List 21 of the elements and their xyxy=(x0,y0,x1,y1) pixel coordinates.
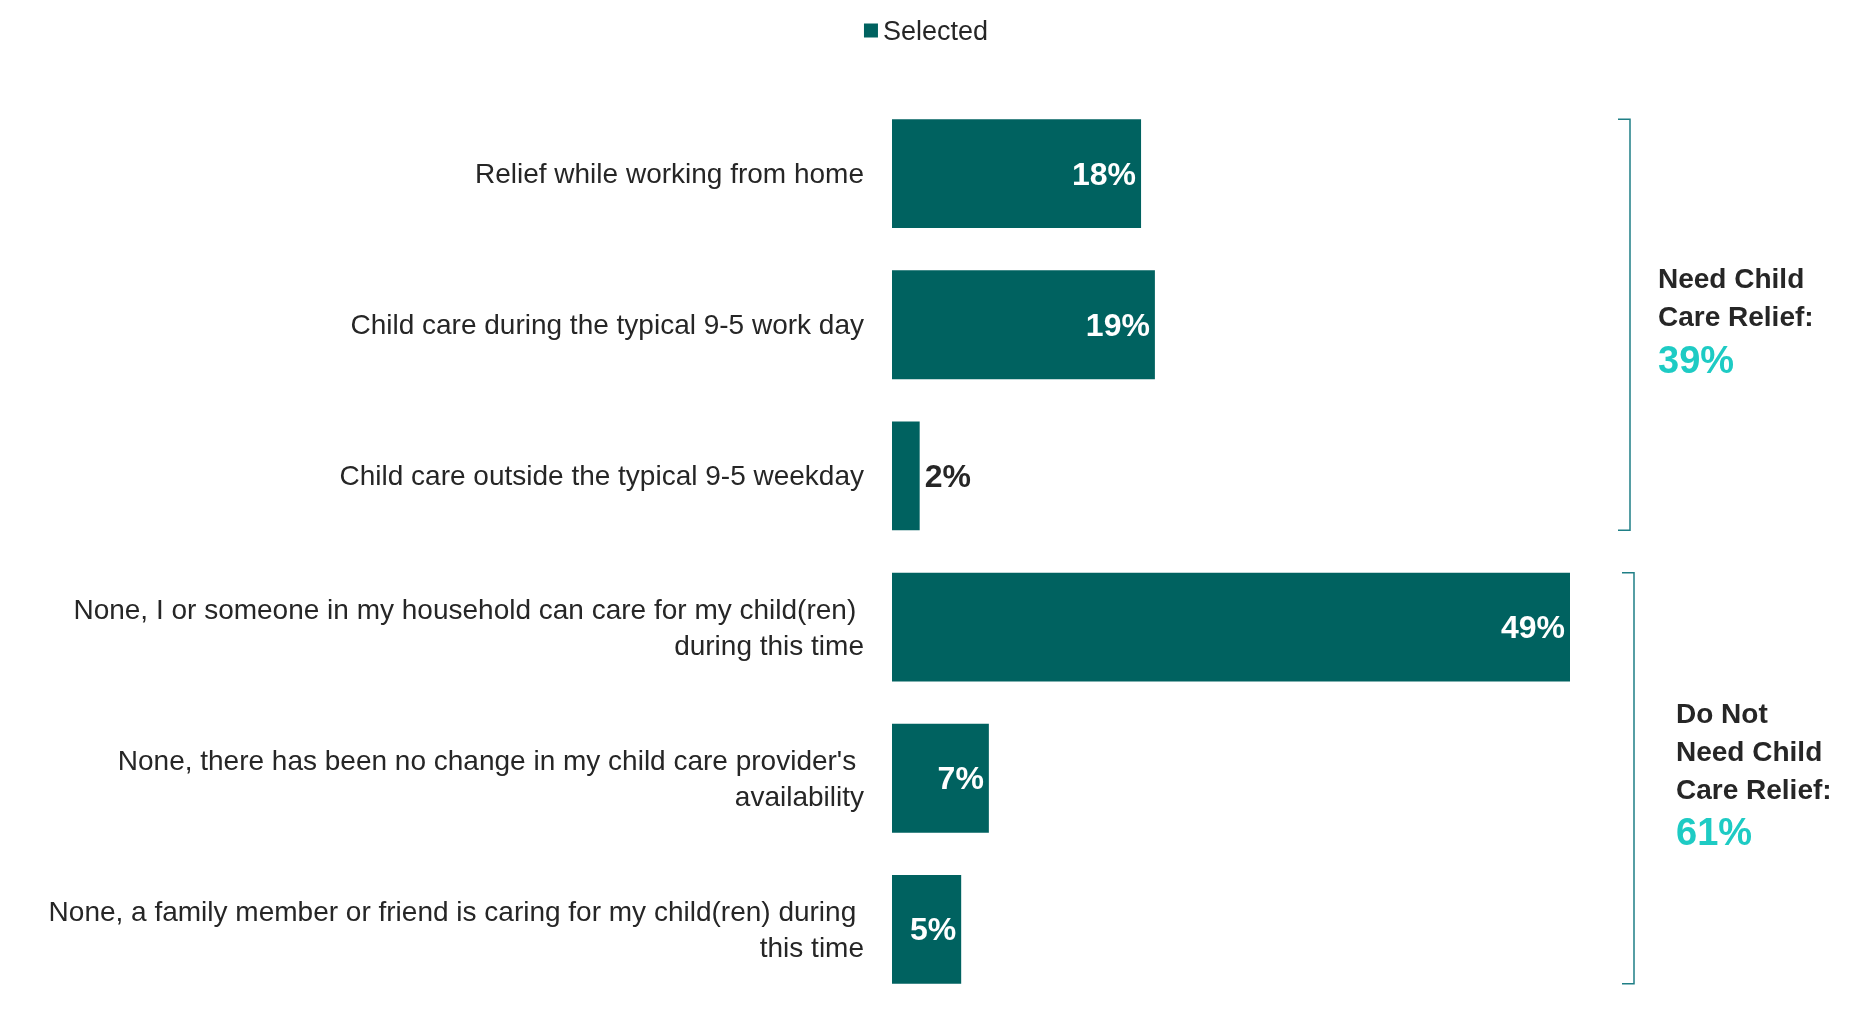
bar xyxy=(892,270,1155,380)
legend-label: Selected xyxy=(882,15,989,46)
y-tick-label: Relief while working from home xyxy=(474,158,864,190)
data-label: 18% xyxy=(1072,155,1137,192)
y-tick-label: Child care during the typical 9-5 work day xyxy=(350,309,864,341)
y-tick-label: Child care outside the typical 9-5 weekday xyxy=(339,460,864,492)
y-tick-label: None, there has been no change in my child care provider's availability xyxy=(117,744,864,812)
data-label: 5% xyxy=(909,911,957,948)
text: Need Child Care Relief: 39% xyxy=(1658,263,1814,381)
bar xyxy=(892,119,1142,228)
y-tick-label: None, a family member or friend is caring for my child(ren) during this time xyxy=(48,895,864,963)
data-label: 7% xyxy=(937,760,984,797)
bar xyxy=(892,723,989,833)
text: Do Not Need Child Care Relief: 61% xyxy=(1676,697,1832,854)
data-label: 49% xyxy=(1500,609,1565,646)
bar xyxy=(892,875,962,984)
bar xyxy=(892,572,1570,682)
bar xyxy=(892,421,920,531)
data-label: 2% xyxy=(924,457,971,494)
y-tick-label: None, I or someone in my household can care for my child(ren) during this time xyxy=(73,593,864,661)
data-label: 19% xyxy=(1085,306,1150,343)
